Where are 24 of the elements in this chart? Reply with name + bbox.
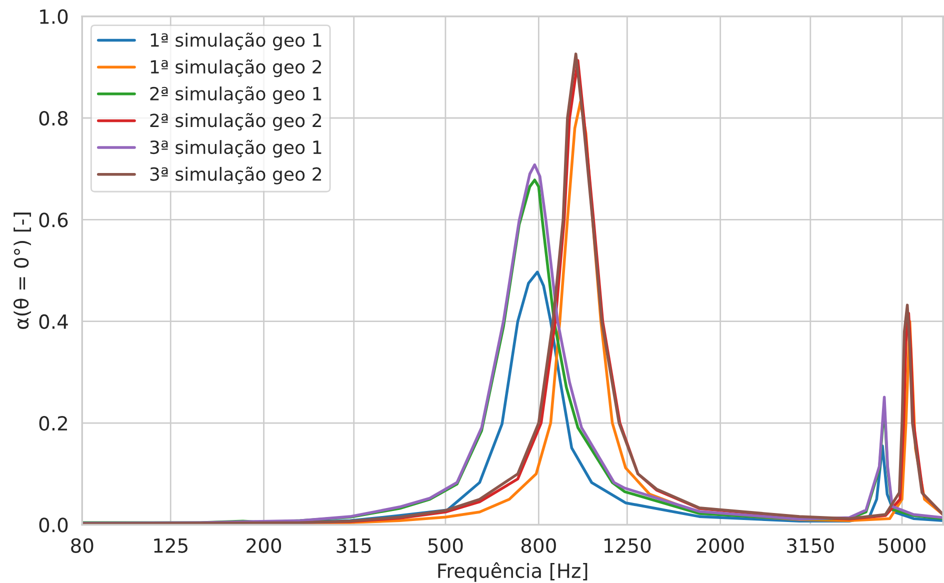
x-tick-label: 5000	[878, 538, 926, 553]
x-tick-label: 80	[71, 538, 94, 553]
y-tick-label: 0.8	[39, 110, 68, 126]
y-tick-label: 0.2	[39, 416, 67, 431]
x-tick-label: 500	[428, 538, 463, 553]
y-tick-label: 0.0	[39, 518, 68, 532]
x-tick-label: 800	[521, 538, 556, 553]
x-tick-label: 315	[336, 538, 371, 553]
y-tick-label: 0.6	[39, 212, 68, 228]
y-axis-title: α(θ = 0°) [-]	[13, 212, 31, 329]
x-tick-label: 125	[154, 538, 188, 553]
y-tick-label: 1.0	[40, 9, 68, 24]
legend-label: 2ª simulação geo 2	[150, 113, 322, 131]
legend-label: 3ª simulação geo 2	[150, 166, 322, 184]
legend-label: 3ª simulação geo 1	[150, 140, 322, 158]
x-axis-title: Frequência [Hz]	[438, 562, 588, 582]
x-tick-label: 200	[246, 538, 282, 553]
x-tick-label: 3150	[787, 538, 834, 553]
x-tick-label: 1250	[604, 538, 651, 553]
x-tick-label: 2000	[697, 538, 744, 553]
legend-label: 2ª simulação geo 1	[150, 86, 322, 104]
legend-label: 1ª simulação geo 1	[150, 32, 322, 50]
legend-label: 1ª simulação geo 2	[150, 59, 322, 78]
y-tick-label: 0.4	[39, 314, 68, 330]
